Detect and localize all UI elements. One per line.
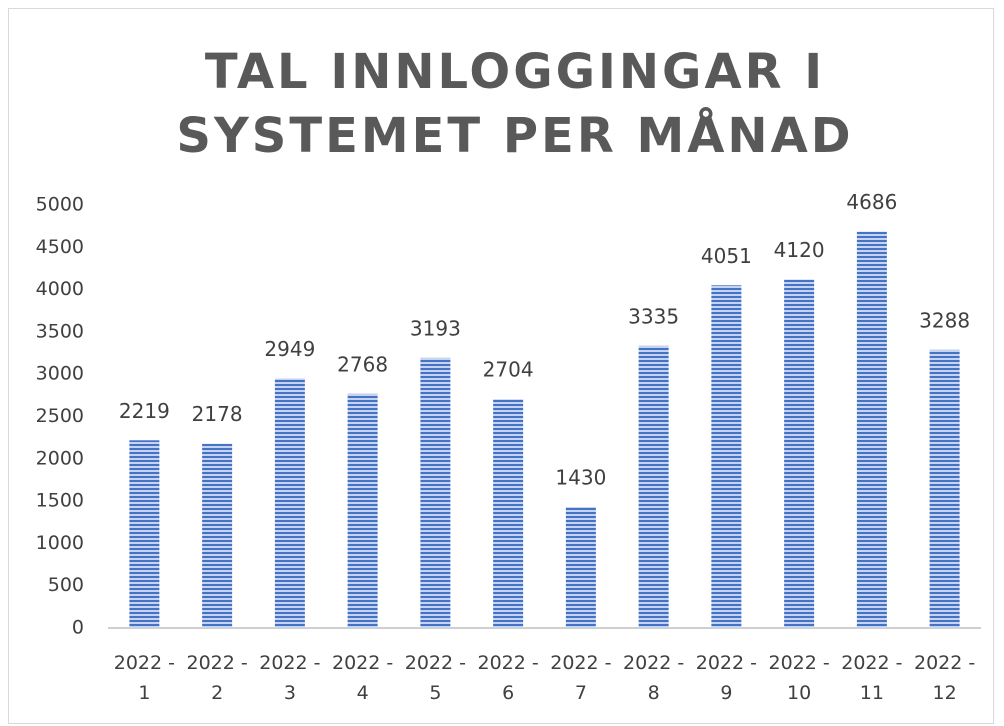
y-tick-label: 5000 (36, 194, 84, 216)
value-label: 2219 (119, 399, 170, 423)
x-tick-label: 2022 - 12 (914, 652, 976, 704)
bar (347, 393, 378, 628)
value-label: 4120 (774, 238, 825, 262)
y-tick-label: 1000 (36, 532, 84, 554)
x-tick-label: 2022 - 5 (404, 652, 466, 704)
y-tick-label: 3000 (36, 363, 84, 385)
value-label: 1430 (555, 466, 606, 490)
value-label: 4051 (701, 244, 752, 268)
value-label: 3335 (628, 304, 679, 328)
value-label: 2949 (264, 337, 315, 361)
y-tick-label: 3500 (36, 320, 84, 342)
x-tick-label: 2022 - 8 (623, 652, 685, 704)
x-tick-label: 2022 - 3 (259, 652, 321, 704)
x-tick-label: 2022 - 10 (768, 652, 830, 704)
x-tick-label: 2022 - 11 (841, 652, 903, 704)
y-tick-label: 2000 (36, 447, 84, 469)
y-tick-label: 1500 (36, 490, 84, 512)
bar (565, 507, 596, 628)
bar (638, 345, 669, 628)
x-tick-label: 2022 - 1 (113, 652, 175, 704)
value-label: 2178 (192, 402, 243, 426)
chart-title: TAL INNLOGGINGAR I SYSTEMET PER MÅNAD (176, 44, 854, 164)
value-label: 3288 (919, 308, 970, 332)
value-label: 3193 (410, 316, 461, 340)
y-tick-label: 4500 (36, 236, 84, 258)
y-tick-label: 4000 (36, 278, 84, 300)
bar (856, 231, 887, 629)
bar (929, 349, 960, 628)
value-label: 2704 (483, 358, 534, 382)
y-tick-label: 2500 (36, 405, 84, 427)
bar (202, 443, 233, 628)
bar (274, 378, 305, 628)
x-tick-label: 2022 - 7 (550, 652, 612, 704)
value-label: 4686 (846, 190, 897, 214)
bar (784, 279, 815, 628)
x-tick-label: 2022 - 4 (332, 652, 394, 704)
value-label: 2768 (337, 352, 388, 376)
y-tick-label: 0 (72, 617, 84, 639)
bar (493, 399, 524, 628)
x-tick-label: 2022 - 6 (477, 652, 539, 704)
chart-border (8, 8, 994, 724)
bar (420, 357, 451, 628)
x-tick-label: 2022 - 2 (186, 652, 248, 704)
bar (711, 285, 742, 628)
x-tick-label: 2022 - 9 (695, 652, 757, 704)
bar (129, 440, 160, 628)
y-tick-label: 500 (48, 574, 84, 596)
